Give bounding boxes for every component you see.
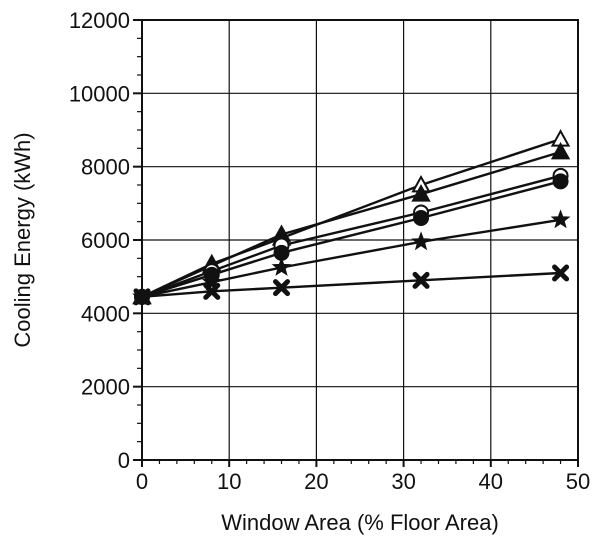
x-tick-label: 30: [391, 469, 415, 494]
series-group: [132, 129, 571, 306]
x-cross-marker: [133, 288, 151, 306]
y-tick-label: 2000: [81, 375, 130, 400]
x-tick-label: 40: [479, 469, 503, 494]
y-axis-title: Cooling Energy (kWh): [10, 132, 35, 347]
filled-star-marker: [201, 271, 222, 291]
x-cross-marker: [552, 264, 570, 282]
filled-star-marker: [411, 231, 431, 251]
x-tick-label: 20: [304, 469, 328, 494]
series-6: [133, 264, 570, 306]
x-cross-stroke: [203, 282, 221, 300]
gridlines: [142, 20, 578, 460]
axis-ticks: [133, 19, 579, 467]
x-cross-stroke: [133, 288, 151, 306]
x-cross-stroke: [273, 279, 291, 297]
x-cross-marker: [203, 282, 221, 300]
x-axis-title: Window Area (% Floor Area): [221, 510, 499, 535]
y-tick-label: 12000: [69, 8, 130, 33]
x-tick-label: 0: [136, 469, 148, 494]
y-tick-label: 0: [118, 448, 130, 473]
filled-triangle-marker: [550, 141, 571, 160]
filled-circle-marker: [552, 173, 569, 190]
filled-star-marker: [271, 257, 292, 276]
series-5: [132, 209, 571, 306]
filled-circle-marker: [413, 210, 430, 226]
series-1: [132, 129, 571, 305]
x-cross-stroke: [412, 271, 430, 289]
x-cross-marker: [412, 271, 430, 289]
y-tick-label: 4000: [81, 301, 130, 326]
y-tick-label: 10000: [69, 81, 130, 106]
tick-labels: 0 10 20 30 40 50 0 2000 4000 6000 8000 10000 12000: [69, 8, 590, 494]
filled-star-marker: [550, 209, 571, 229]
x-tick-label: 50: [566, 469, 590, 494]
x-tick-label: 10: [217, 469, 241, 494]
filled-triangle-marker: [411, 184, 431, 202]
x-cross-stroke: [552, 264, 570, 282]
y-tick-label: 6000: [81, 228, 130, 253]
y-tick-label: 8000: [81, 155, 130, 180]
x-cross-marker: [273, 279, 291, 297]
